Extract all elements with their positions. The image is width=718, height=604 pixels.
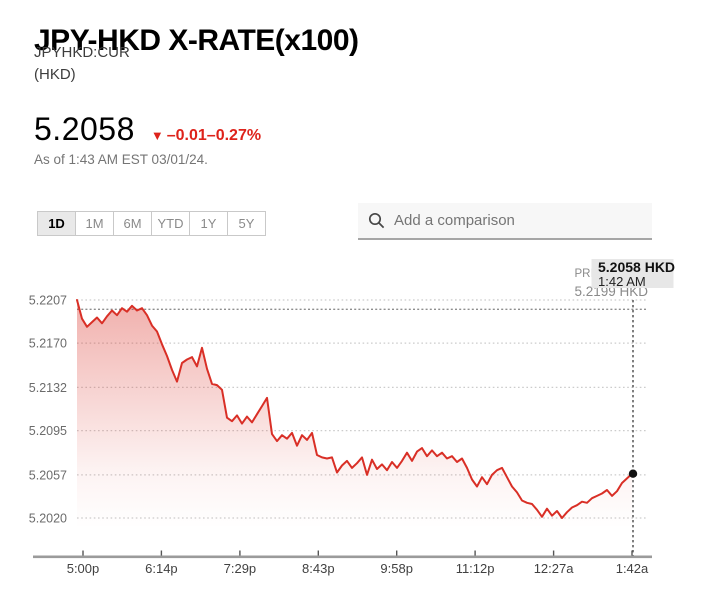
- change-value: –0.01: [166, 127, 207, 144]
- y-axis-label: 5.2057: [29, 468, 67, 482]
- y-axis-label: 5.2132: [29, 381, 67, 395]
- price-chart[interactable]: 5.2207 5.2170 5.2132 5.2095 5.2057 5.2020 PREV…: [0, 255, 718, 599]
- quote-row: 5.2058 ▼ –0.01 –0.27%: [34, 111, 261, 148]
- tab-range-5y[interactable]: 5Y: [228, 212, 265, 235]
- x-axis-line: [33, 555, 652, 559]
- range-tab-bar: 1D 1M 6M YTD 1Y 5Y: [37, 211, 266, 236]
- search-icon: [368, 212, 385, 229]
- price-line: [76, 299, 633, 519]
- search-placeholder: Add a comparison: [394, 212, 515, 229]
- tooltip-time: 1:42 AM: [598, 274, 646, 289]
- tooltip-price: 5.2058 HKD: [598, 259, 675, 275]
- y-axis-label: 5.2095: [29, 424, 67, 438]
- comparison-search-box[interactable]: Add a comparison: [358, 203, 652, 240]
- down-arrow-icon: ▼: [150, 128, 164, 143]
- area-fill: [77, 300, 632, 556]
- last-point-dot: [628, 469, 638, 478]
- x-axis-label: 6:14p: [145, 561, 178, 576]
- x-axis-label: 9:58p: [380, 561, 413, 576]
- hover-tooltip: [591, 259, 674, 288]
- y-axis-label: 5.2020: [29, 512, 67, 526]
- page-title: JPY-HKD X-RATE(x100): [34, 24, 359, 58]
- x-axis-label: 11:12p: [456, 561, 495, 576]
- tab-range-1m[interactable]: 1M: [76, 212, 114, 235]
- x-axis-label: 1:42a: [616, 561, 649, 576]
- x-axis-label: 7:29p: [224, 561, 257, 576]
- x-axis-label: 5:00p: [67, 561, 100, 576]
- tab-range-6m[interactable]: 6M: [114, 212, 152, 235]
- y-axis-label: 5.2170: [29, 337, 67, 351]
- tab-range-1d[interactable]: 1D: [38, 212, 76, 235]
- x-axis-label: 8:43p: [302, 561, 335, 576]
- as-of-timestamp: As of 1:43 AM EST 03/01/24.: [34, 152, 208, 167]
- ticker-symbol: JPYHKD:CUR: [34, 44, 130, 61]
- price-change: ▼ –0.01 –0.27%: [151, 127, 261, 145]
- last-price: 5.2058: [34, 111, 135, 147]
- change-percent: –0.27%: [206, 127, 262, 144]
- tab-range-1y[interactable]: 1Y: [190, 212, 228, 235]
- tab-range-ytd[interactable]: YTD: [152, 212, 190, 235]
- y-axis-label: 5.2207: [29, 294, 67, 308]
- x-axis-label: 12:27a: [534, 561, 575, 576]
- currency-label: (HKD): [34, 66, 76, 83]
